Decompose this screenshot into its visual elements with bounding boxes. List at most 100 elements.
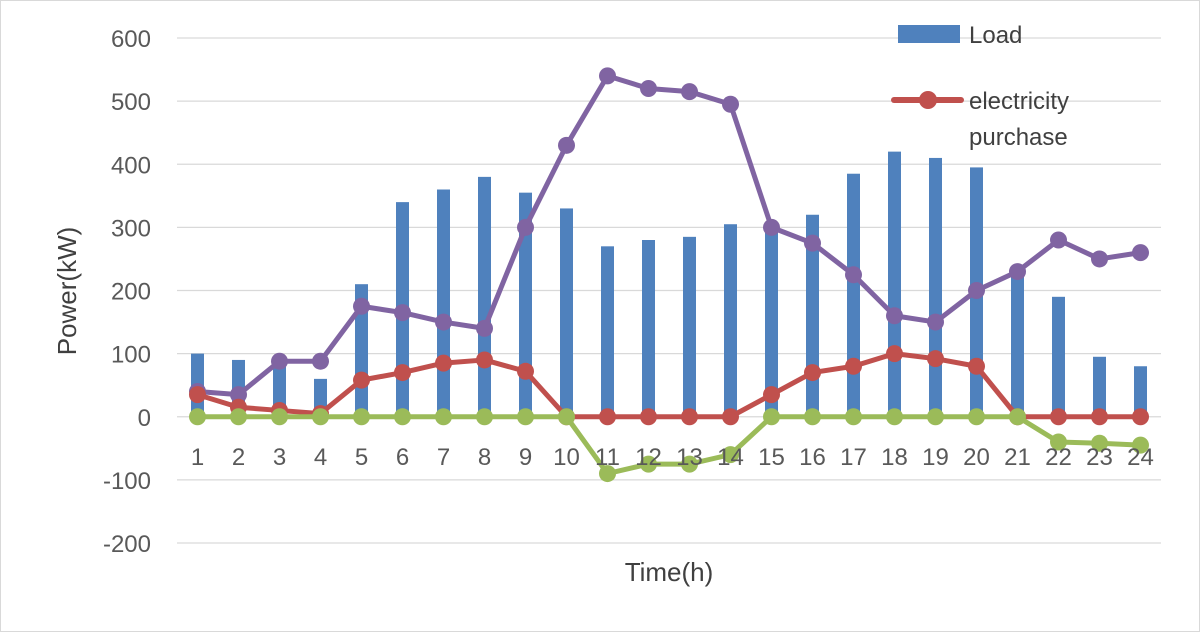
- x-tick-label: 9: [519, 444, 532, 471]
- series-3-point-8: [476, 408, 493, 426]
- line-series: [189, 67, 1149, 483]
- x-axis-title: Time(h): [625, 557, 714, 587]
- x-tick-label: 7: [437, 444, 450, 471]
- series-1-point-11: [599, 408, 616, 426]
- bar-load-17: [847, 173, 860, 417]
- y-tick-label: 100: [111, 342, 151, 369]
- series-1-point-16: [804, 364, 821, 382]
- series-1-point-19: [927, 350, 944, 368]
- series-1-point-15: [763, 386, 780, 404]
- series-1-point-17: [845, 357, 862, 375]
- x-tick-label: 14: [717, 444, 744, 471]
- x-tick-label: 20: [963, 444, 990, 471]
- bar-load-13: [683, 236, 696, 417]
- y-axis-ticks: -200 -100 0 100 200 300 400 500 600: [103, 26, 151, 558]
- x-tick-label: 19: [922, 444, 949, 471]
- series-2-point-3: [271, 352, 288, 370]
- bar-load-23: [1093, 356, 1106, 417]
- bar-series-load: [191, 151, 1147, 417]
- line-series-1: [189, 345, 1149, 426]
- x-tick-label: 6: [396, 444, 409, 471]
- y-tick-label: 400: [111, 152, 151, 179]
- y-tick-label: -200: [103, 531, 151, 558]
- x-tick-label: 18: [881, 444, 908, 471]
- series-2-point-7: [435, 313, 452, 331]
- bar-load-7: [437, 189, 450, 417]
- series-1-point-14: [722, 408, 739, 426]
- x-tick-label: 3: [273, 444, 286, 471]
- x-tick-label: 15: [758, 444, 785, 471]
- series-3-point-15: [763, 408, 780, 426]
- legend-label-purchase-line2: purchase: [969, 124, 1068, 151]
- series-2-point-22: [1050, 231, 1067, 249]
- series-3-point-7: [435, 408, 452, 426]
- y-tick-label: 300: [111, 215, 151, 242]
- series-2-point-11: [599, 67, 616, 85]
- bar-load-24: [1134, 366, 1147, 417]
- series-1-point-20: [968, 357, 985, 375]
- bar-load-18: [888, 151, 901, 417]
- series-3-point-5: [353, 408, 370, 426]
- bar-load-21: [1011, 271, 1024, 417]
- y-tick-label: 200: [111, 279, 151, 306]
- x-tick-label: 4: [314, 444, 327, 471]
- series-3-point-16: [804, 408, 821, 426]
- x-tick-label: 5: [355, 444, 368, 471]
- series-3-point-20: [968, 408, 985, 426]
- series-2-point-5: [353, 297, 370, 315]
- y-axis-title: Power(kW): [52, 227, 82, 356]
- series-2-point-2: [230, 386, 247, 404]
- series-2-point-13: [681, 83, 698, 101]
- series-3-point-19: [927, 408, 944, 426]
- series-2-point-21: [1009, 263, 1026, 281]
- series-2-point-19: [927, 313, 944, 331]
- series-2-point-8: [476, 319, 493, 337]
- series-1-point-1: [189, 386, 206, 404]
- bar-load-12: [642, 240, 655, 417]
- bar-load-10: [560, 208, 573, 417]
- series-3-point-3: [271, 408, 288, 426]
- x-tick-label: 11: [595, 444, 620, 471]
- legend-swatch-purchase-marker: [919, 91, 937, 109]
- series-1-point-9: [517, 362, 534, 380]
- legend-label-purchase-line1: electricity: [969, 88, 1069, 115]
- series-1-point-24: [1132, 408, 1149, 426]
- series-2-point-18: [886, 307, 903, 325]
- x-tick-label: 2: [232, 444, 245, 471]
- series-3-point-13: [681, 455, 698, 473]
- series-2-point-16: [804, 234, 821, 252]
- series-1-point-12: [640, 408, 657, 426]
- series-3-point-17: [845, 408, 862, 426]
- series-1-point-6: [394, 364, 411, 382]
- series-2-point-24: [1132, 244, 1149, 262]
- series-1-point-7: [435, 354, 452, 372]
- bar-load-14: [724, 224, 737, 417]
- y-tick-label: 500: [111, 89, 151, 116]
- series-3-point-1: [189, 408, 206, 426]
- series-3-point-22: [1050, 433, 1067, 451]
- bar-load-22: [1052, 296, 1065, 417]
- series-1-point-5: [353, 371, 370, 389]
- series-2-point-17: [845, 266, 862, 284]
- series-2-point-9: [517, 218, 534, 236]
- legend: Load electricity purchase: [891, 22, 1069, 151]
- x-tick-label: 10: [553, 444, 580, 471]
- x-tick-label: 17: [840, 444, 867, 471]
- x-tick-label: 16: [799, 444, 826, 471]
- series-1-point-8: [476, 351, 493, 369]
- series-3-point-21: [1009, 408, 1026, 426]
- series-1-point-22: [1050, 408, 1067, 426]
- series-2-point-23: [1091, 250, 1108, 268]
- series-2-point-12: [640, 80, 657, 97]
- series-line-3: [197, 414, 1141, 477]
- series-3-point-14: [722, 446, 739, 464]
- line-series-2: [189, 67, 1149, 404]
- series-1-point-18: [886, 345, 903, 363]
- x-tick-label: 12: [635, 444, 662, 471]
- y-tick-label: 600: [111, 26, 151, 53]
- series-1-point-13: [681, 408, 698, 426]
- series-2-point-15: [763, 218, 780, 236]
- bar-load-15: [765, 227, 778, 417]
- series-3-point-9: [517, 408, 534, 426]
